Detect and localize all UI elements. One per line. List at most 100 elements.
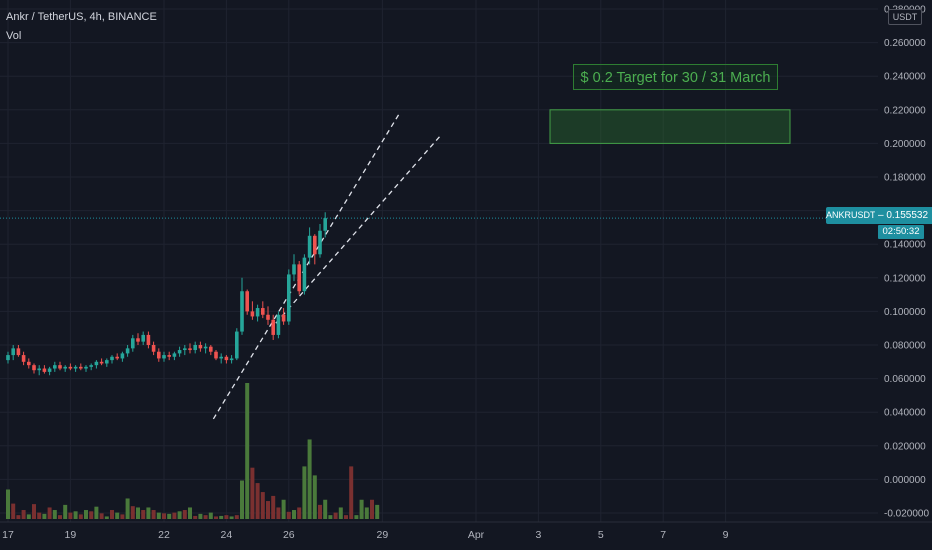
volume-bar	[271, 495, 276, 519]
candle	[188, 343, 192, 354]
volume-bar	[302, 466, 307, 519]
candle	[58, 361, 62, 371]
volume-bar	[240, 480, 244, 519]
volume-bar	[94, 506, 99, 519]
candle-body	[84, 366, 88, 369]
candle-body	[292, 264, 296, 275]
volume-bar	[229, 516, 234, 519]
grid-lines	[0, 0, 878, 522]
candle	[240, 277, 244, 335]
candle-body	[16, 348, 21, 356]
volume-indicator-label[interactable]: Vol	[6, 30, 22, 42]
candle	[292, 254, 296, 282]
time-axis[interactable]: 17 19 22 24 26 29 Apr 3 5 7 9	[0, 521, 932, 550]
volume-bar	[177, 511, 182, 519]
volume-bar	[47, 507, 52, 519]
time-axis-label: 24	[221, 529, 233, 541]
volume-bar	[328, 515, 333, 519]
candle	[250, 301, 255, 320]
volume-bar	[68, 512, 73, 519]
volume-bar	[99, 513, 104, 519]
price-axis-label: 0.180000	[884, 173, 926, 184]
volume-bar	[193, 515, 198, 519]
candle	[313, 234, 317, 265]
volume-bar	[255, 483, 260, 519]
target-annotation[interactable]: $ 0.2 Target for 30 / 31 March	[573, 64, 778, 90]
volume-bar	[203, 515, 208, 519]
candle	[162, 351, 166, 362]
volume-bar	[130, 506, 135, 519]
volume-bar	[73, 511, 78, 519]
candle	[281, 308, 286, 325]
time-axis-label: 3	[535, 529, 541, 541]
candle-body	[58, 365, 62, 369]
candle-body	[188, 348, 192, 351]
candle-body	[235, 331, 239, 359]
candle-body	[105, 360, 109, 364]
candle	[224, 355, 229, 364]
price-axis[interactable]: 0.2800000.2600000.2400000.2200000.200000…	[878, 0, 932, 550]
chart-title: Ankr / TetherUS, 4h, BINANCE	[6, 11, 157, 23]
volume-bar	[338, 507, 343, 519]
price-axis-label: 0.200000	[884, 139, 926, 150]
price-axis-label: 0.240000	[884, 72, 926, 83]
candle-body	[47, 368, 52, 372]
candle-body	[32, 365, 36, 371]
candle-body	[214, 351, 218, 359]
candle	[302, 254, 307, 295]
current-price-value: 0.155532	[886, 210, 929, 221]
target-zone	[549, 109, 791, 144]
candle	[203, 343, 208, 354]
candle	[136, 333, 140, 345]
candle-body	[183, 348, 187, 351]
candle-body	[302, 257, 307, 292]
currency-unit-button[interactable]: USDT	[888, 9, 922, 25]
volume-bar	[312, 475, 317, 519]
candle-body	[307, 235, 312, 258]
volume-bar	[156, 512, 161, 519]
channel-line	[275, 136, 441, 324]
candle	[323, 212, 327, 238]
candle-body	[42, 368, 47, 372]
candle-body	[323, 218, 327, 231]
candle-body	[271, 319, 275, 335]
volume-bar	[58, 515, 62, 519]
volume-bar	[6, 489, 10, 519]
volume-bar	[63, 504, 68, 519]
candle	[105, 358, 109, 367]
candle-body	[68, 366, 73, 369]
candle-body	[177, 350, 182, 354]
volume-bar	[11, 503, 16, 519]
candle	[229, 355, 234, 364]
volume-bars	[6, 383, 380, 519]
candle-body	[115, 356, 119, 359]
candle	[63, 365, 67, 372]
volume-bar	[26, 514, 31, 519]
candle-body	[53, 365, 57, 369]
candle	[157, 348, 161, 362]
volume-bar	[136, 507, 140, 519]
price-axis-label: 0.120000	[884, 273, 926, 284]
candle	[214, 350, 218, 361]
candle-body	[318, 230, 322, 255]
time-axis-background	[0, 522, 932, 550]
candle-body	[229, 358, 234, 361]
volume-bar	[52, 510, 57, 519]
candle-body	[219, 356, 223, 359]
candle	[89, 363, 93, 371]
volume-bar	[141, 510, 146, 519]
candle	[79, 363, 83, 371]
candle-body	[125, 348, 130, 354]
price-axis-label: 0.100000	[884, 307, 926, 318]
volume-bar	[333, 512, 338, 519]
time-axis-label: 26	[283, 529, 295, 541]
candle	[125, 345, 130, 357]
candles	[6, 212, 327, 376]
current-price-tag: – 0.155532	[875, 207, 932, 224]
volume-bar	[16, 515, 21, 519]
price-axis-label: 0.220000	[884, 105, 926, 116]
symbol-tag: ANKRUSDT	[826, 207, 876, 224]
candle-body	[99, 361, 104, 364]
volume-bar	[364, 507, 369, 519]
